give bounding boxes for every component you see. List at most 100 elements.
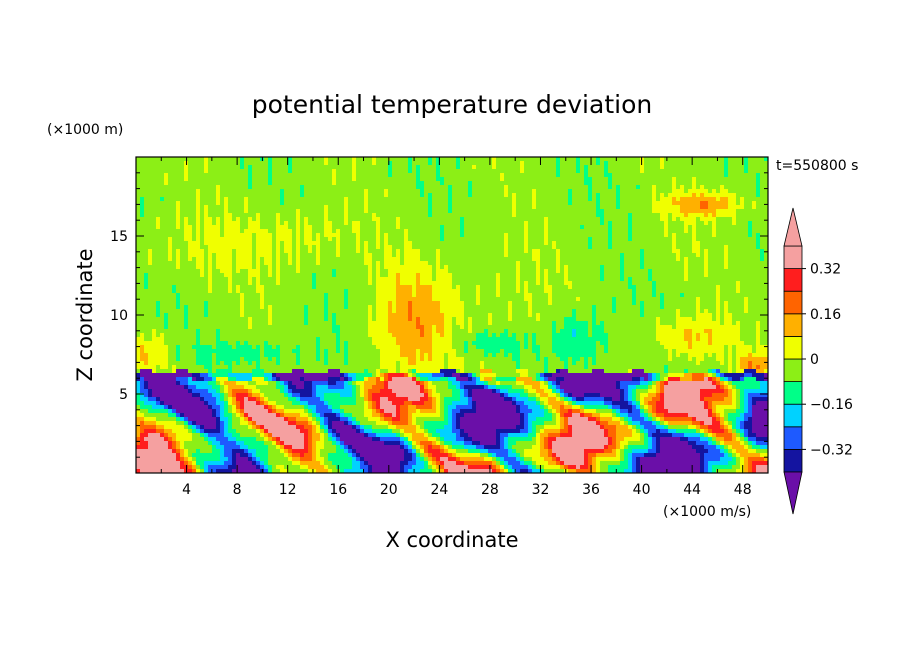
field-cell — [308, 409, 313, 414]
field-cell — [484, 361, 517, 366]
field-cell — [608, 405, 613, 410]
field-cell — [612, 409, 617, 414]
field-cell — [136, 293, 177, 298]
field-cell — [612, 449, 617, 454]
field-cell — [416, 449, 421, 454]
field-cell — [580, 409, 585, 414]
field-cell — [680, 257, 685, 262]
field-cell — [196, 469, 201, 473]
field-cell — [720, 309, 725, 314]
field-cell — [284, 249, 293, 254]
field-cell — [136, 277, 145, 282]
field-cell — [240, 445, 249, 450]
field-cell — [196, 429, 201, 434]
field-cell — [180, 257, 189, 262]
field-cell — [276, 265, 281, 270]
field-cell — [364, 425, 373, 430]
field-cell — [184, 449, 189, 454]
field-cell — [464, 325, 469, 330]
field-cell — [200, 217, 205, 222]
field-cell — [588, 329, 593, 334]
field-cell — [412, 421, 417, 426]
field-cell — [268, 157, 273, 162]
field-cell — [184, 425, 189, 430]
field-cell — [640, 185, 653, 190]
field-cell — [424, 421, 449, 426]
field-cell — [652, 269, 685, 274]
field-cell — [528, 417, 537, 422]
field-cell — [664, 301, 697, 306]
field-cell — [216, 337, 221, 342]
colorbar-tick-label: 0 — [810, 352, 819, 368]
field-cell — [448, 405, 457, 410]
field-cell — [384, 441, 401, 446]
field-cell — [748, 441, 753, 446]
field-cell — [200, 373, 209, 378]
field-cell — [304, 381, 313, 386]
field-cell — [380, 233, 385, 238]
field-cell — [516, 197, 533, 202]
field-cell — [216, 397, 221, 402]
field-cell — [408, 165, 413, 170]
field-cell — [376, 213, 429, 218]
field-cell — [396, 225, 401, 230]
field-cell — [208, 161, 241, 166]
field-cell — [300, 461, 321, 466]
field-cell — [332, 329, 341, 334]
field-cell — [376, 157, 409, 162]
field-cell — [464, 357, 513, 362]
field-cell — [180, 261, 197, 266]
field-cell — [296, 353, 301, 358]
field-cell — [228, 201, 245, 206]
field-cell — [460, 385, 465, 390]
field-cell — [560, 157, 577, 162]
field-cell — [756, 377, 765, 382]
field-cell — [400, 405, 409, 410]
field-cell — [200, 197, 217, 202]
field-cell — [756, 441, 768, 446]
field-cell — [228, 405, 233, 410]
field-cell — [400, 461, 409, 466]
field-cell — [760, 237, 768, 242]
field-cell — [640, 309, 645, 314]
field-cell — [336, 269, 369, 274]
field-cell — [636, 425, 641, 430]
field-cell — [272, 177, 333, 182]
field-cell — [716, 197, 721, 202]
field-cell — [344, 201, 349, 206]
field-cell — [584, 453, 589, 458]
field-cell — [372, 393, 397, 398]
field-cell — [640, 249, 645, 254]
field-cell — [740, 281, 768, 286]
field-cell — [332, 229, 337, 234]
field-cell — [272, 241, 277, 246]
field-cell — [448, 453, 453, 458]
field-cell — [608, 241, 613, 246]
field-cell — [340, 441, 345, 446]
field-cell — [136, 253, 149, 258]
field-cell — [756, 177, 761, 182]
field-cell — [348, 213, 373, 218]
field-cell — [192, 225, 197, 230]
field-cell — [404, 401, 413, 406]
field-cell — [504, 241, 509, 246]
field-cell — [716, 225, 749, 230]
field-cell — [248, 361, 253, 366]
field-cell — [744, 413, 753, 418]
field-cell — [540, 405, 545, 410]
field-cell — [340, 345, 345, 350]
field-cell — [656, 449, 661, 454]
field-cell — [228, 425, 233, 430]
field-cell — [700, 185, 705, 190]
field-cell — [740, 397, 745, 402]
field-cell — [168, 349, 177, 354]
field-cell — [732, 345, 737, 350]
field-cell — [548, 217, 601, 222]
field-cell — [564, 405, 573, 410]
field-cell — [152, 389, 189, 394]
field-cell — [728, 369, 733, 374]
field-cell — [244, 209, 249, 214]
field-cell — [196, 221, 201, 226]
field-cell — [176, 285, 209, 290]
field-cell — [464, 341, 469, 346]
